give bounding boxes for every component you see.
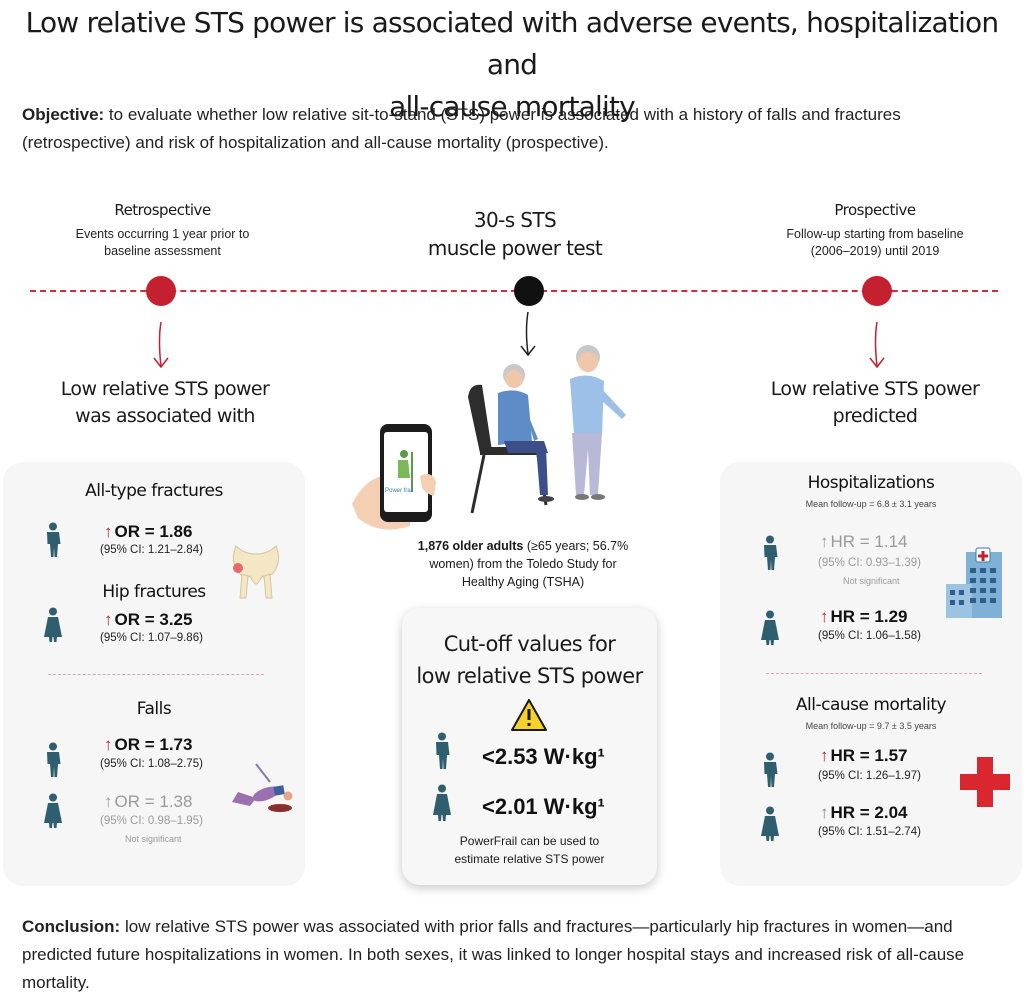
all-fractures-or: ↑ OR = 1.86	[104, 522, 193, 541]
retrospective-dot	[146, 276, 176, 306]
hospital-building-icon	[946, 547, 1002, 618]
arrow-down-icon	[869, 321, 885, 369]
up-arrow-icon: ↑	[104, 735, 113, 754]
hospitalizations-title: Hospitalizations	[807, 473, 935, 493]
hip-fractures-title: Hip fractures	[102, 582, 206, 602]
phone-hand-illustration: Power frail	[352, 424, 436, 530]
man-icon	[764, 752, 778, 787]
arrow-down-icon	[520, 311, 536, 357]
woman-icon	[44, 793, 62, 828]
hip-fractures-or: ↑ OR = 3.25	[104, 610, 193, 629]
medical-cross-icon	[960, 757, 1010, 807]
conclusion-paragraph: Conclusion: low relative STS power was a…	[22, 917, 965, 992]
objective-paragraph: Objective: to evaluate whether low relat…	[22, 105, 901, 152]
woman-icon	[761, 806, 779, 841]
arrow-down-icon	[153, 321, 169, 369]
baseline-dot	[514, 276, 544, 306]
prospective-result-heading: Low relative STS power predicted	[770, 378, 980, 427]
cutoff-card: Cut-off values for low relative STS powe…	[402, 608, 657, 885]
falls-women-note: Not significant	[125, 834, 182, 844]
cutoff-title: Cut-off values for low relative STS powe…	[416, 632, 643, 688]
up-arrow-icon: ↑	[104, 522, 113, 541]
retrospective-result-heading: Low relative STS power was associated wi…	[60, 378, 270, 427]
prospective-panel	[720, 462, 1022, 886]
mortality-men-hr: ↑ HR = 1.57	[820, 746, 908, 765]
hosp-women-hr: ↑ HR = 1.29	[820, 607, 908, 626]
all-fractures-ci: (95% CI: 1.21–2.84)	[100, 544, 203, 556]
section-divider	[48, 674, 264, 675]
falls-men-ci: (95% CI: 1.08–2.75)	[100, 758, 203, 770]
hosp-men-ci: (95% CI: 0.93–1.39)	[818, 557, 921, 569]
falls-women-or: ↑ OR = 1.38	[104, 792, 193, 811]
prospective-dot	[862, 276, 892, 306]
mortality-title: All-cause mortality	[795, 695, 947, 715]
up-arrow-icon: ↑	[104, 792, 113, 811]
falls-women-ci: (95% CI: 0.98–1.95)	[100, 815, 203, 827]
man-icon	[47, 522, 61, 557]
up-arrow-icon: ↑	[820, 532, 829, 551]
study-description: 1,876 older adults (≥65 years; 56.7% wom…	[417, 539, 629, 589]
pelvis-icon	[232, 545, 280, 599]
retrospective-header: Retrospective Events occurring 1 year pr…	[75, 201, 250, 258]
all-fractures-title: All-type fractures	[85, 481, 223, 501]
mortality-women-hr: ↑ HR = 2.04	[820, 803, 908, 822]
hosp-men-note: Not significant	[843, 576, 900, 586]
hosp-men-hr: ↑ HR = 1.14	[820, 532, 908, 551]
man-icon	[436, 732, 450, 769]
falls-men-or: ↑ OR = 1.73	[104, 735, 193, 754]
section-divider	[766, 673, 982, 674]
phone-app-label: Power frail	[385, 488, 413, 494]
man-icon	[47, 742, 61, 777]
mortality-men-ci: (95% CI: 1.26–1.97)	[818, 770, 921, 782]
woman-icon	[44, 607, 62, 642]
falls-title: Falls	[136, 699, 172, 719]
cutoff-footnote: PowerFrail can be used to estimate relat…	[454, 834, 605, 866]
up-arrow-icon: ↑	[104, 610, 113, 629]
warning-icon	[511, 699, 547, 731]
man-icon	[764, 535, 778, 570]
cutoff-men-value: <2.53 W·kg¹	[482, 744, 605, 769]
hosp-women-ci: (95% CI: 1.06–1.58)	[818, 630, 921, 642]
cutoff-women-value: <2.01 W·kg¹	[482, 794, 605, 819]
up-arrow-icon: ↑	[820, 746, 829, 765]
sts-test-header: 30-s STS muscle power test	[427, 208, 603, 260]
woman-icon	[433, 784, 451, 821]
falling-person-icon	[232, 763, 293, 812]
up-arrow-icon: ↑	[820, 803, 829, 822]
mortality-followup: Mean follow-up = 9.7 ± 3.5 years	[805, 721, 937, 731]
woman-icon	[761, 610, 779, 645]
mortality-women-ci: (95% CI: 1.51–2.74)	[818, 826, 921, 838]
older-adults-illustration	[468, 345, 626, 514]
up-arrow-icon: ↑	[820, 607, 829, 626]
hospitalizations-followup: Mean follow-up = 6.8 ± 3.1 years	[805, 499, 937, 509]
page-title: Low relative STS power is associated wit…	[25, 6, 1000, 123]
hip-fractures-ci: (95% CI: 1.07–9.86)	[100, 632, 203, 644]
prospective-header: Prospective Follow-up starting from base…	[786, 201, 964, 258]
